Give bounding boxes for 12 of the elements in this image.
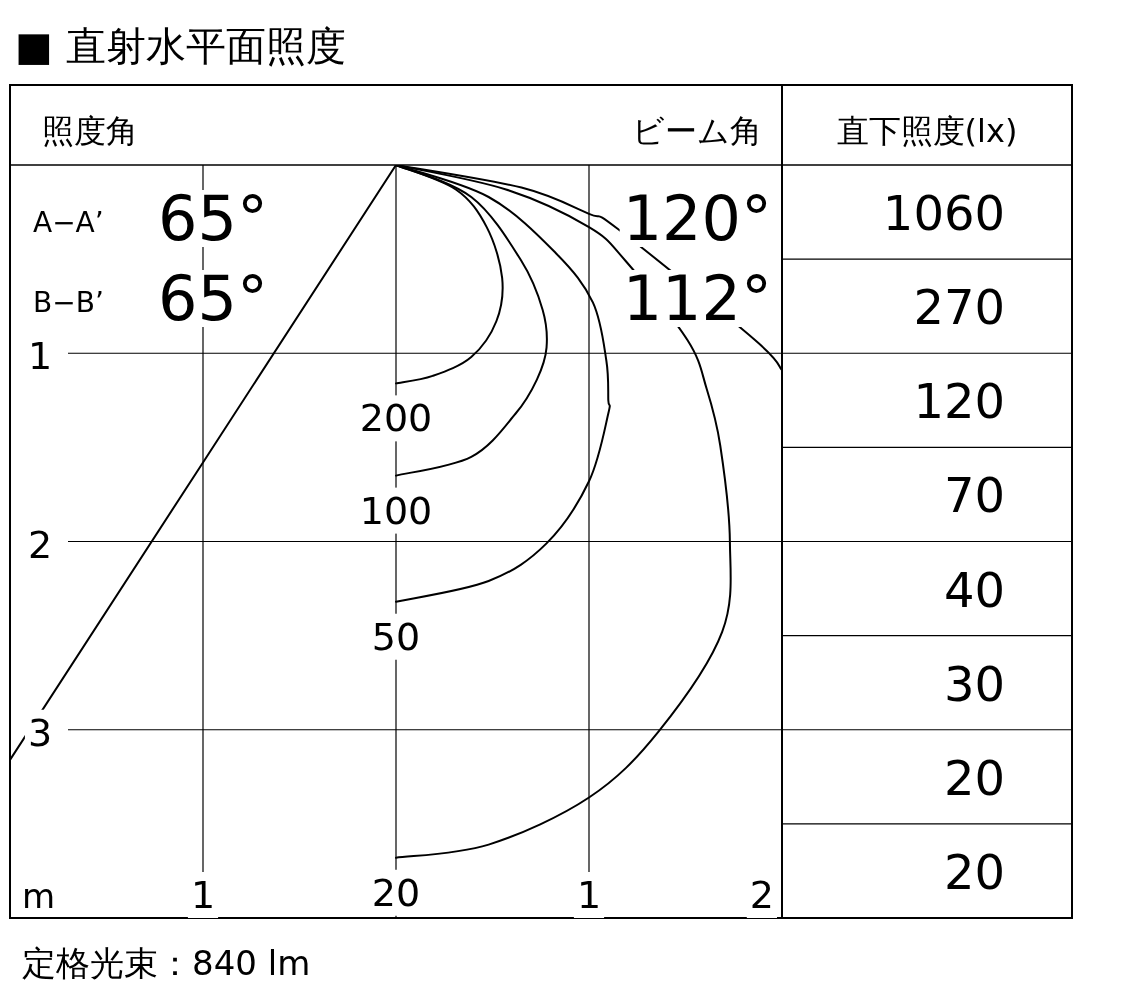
annotation: A−A’ bbox=[33, 206, 104, 239]
table-title: 直下照度(lx) bbox=[836, 112, 1018, 150]
annotation: 65° bbox=[158, 262, 268, 335]
annotation: 120° bbox=[622, 182, 772, 255]
title: ■ 直射水平面照度 bbox=[15, 23, 346, 69]
annotation: 65° bbox=[158, 182, 268, 255]
annotation: B−B’ bbox=[33, 286, 104, 319]
annotation: 定格光束：840 lm bbox=[22, 943, 311, 983]
annotation: 照度角 bbox=[42, 112, 138, 150]
xlabel: m bbox=[22, 876, 56, 916]
annotation: ビーム角 bbox=[632, 112, 762, 150]
annotation: 112° bbox=[622, 262, 772, 335]
